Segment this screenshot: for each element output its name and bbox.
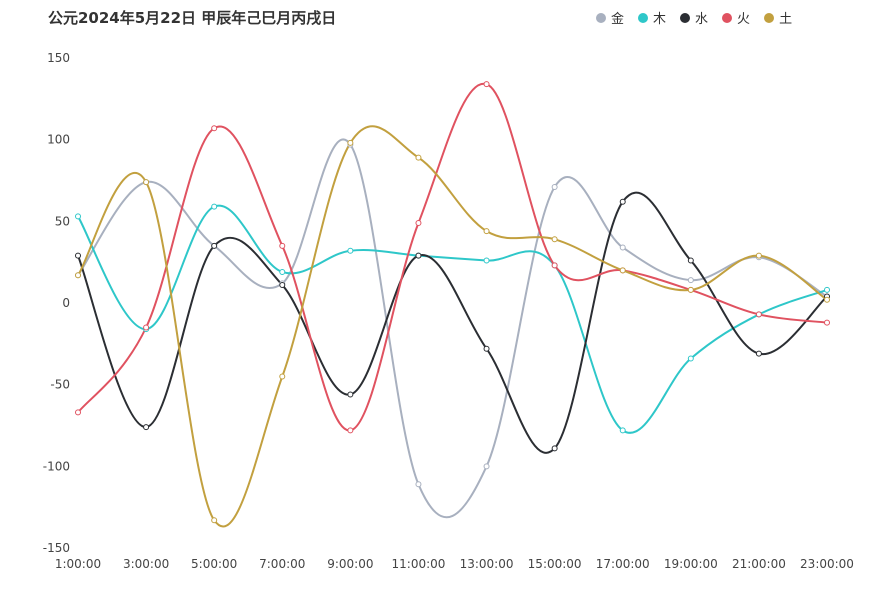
data-point[interactable] xyxy=(619,267,626,274)
data-point[interactable] xyxy=(755,311,762,318)
data-point[interactable] xyxy=(755,350,762,357)
legend-item-wood[interactable]: 木 xyxy=(638,8,666,27)
data-point[interactable] xyxy=(143,324,150,331)
legend-label: 木 xyxy=(653,12,667,27)
x-tick-label: 9:00:00 xyxy=(327,557,373,571)
data-point[interactable] xyxy=(279,242,286,249)
data-point[interactable] xyxy=(211,517,218,524)
y-tick-label: 50 xyxy=(55,214,70,228)
legend: 金 木 水 火 土 xyxy=(596,8,792,27)
chart-title: 公元2024年5月22日 甲辰年己巳月丙戌日 xyxy=(48,9,337,27)
legend-label: 火 xyxy=(737,12,751,27)
data-point[interactable] xyxy=(619,427,626,434)
y-tick-label: -100 xyxy=(43,459,70,473)
series-points xyxy=(75,81,830,524)
data-point[interactable] xyxy=(483,345,490,352)
legend-item-earth[interactable]: 土 xyxy=(764,8,792,27)
data-point[interactable] xyxy=(824,319,830,326)
data-point[interactable] xyxy=(75,272,81,279)
data-point[interactable] xyxy=(75,213,81,220)
data-point[interactable] xyxy=(75,252,81,259)
x-tick-label: 15:00:00 xyxy=(528,557,582,571)
x-tick-label: 5:00:00 xyxy=(191,557,237,571)
x-tick-label: 1:00:00 xyxy=(55,557,101,571)
data-point[interactable] xyxy=(483,228,490,235)
data-point[interactable] xyxy=(279,282,286,289)
data-point[interactable] xyxy=(415,154,422,161)
series-line[interactable] xyxy=(77,125,828,528)
data-point[interactable] xyxy=(619,244,626,251)
data-point[interactable] xyxy=(551,236,558,243)
y-tick-label: 100 xyxy=(47,133,70,147)
data-point[interactable] xyxy=(143,179,150,186)
data-point[interactable] xyxy=(619,198,626,205)
data-point[interactable] xyxy=(211,125,218,132)
legend-item-metal[interactable]: 金 xyxy=(596,8,624,27)
x-tick-label: 17:00:00 xyxy=(596,557,650,571)
data-point[interactable] xyxy=(687,286,694,293)
data-point[interactable] xyxy=(347,247,354,254)
x-tick-label: 13:00:00 xyxy=(460,557,514,571)
data-point[interactable] xyxy=(143,424,150,431)
legend-label: 土 xyxy=(779,12,793,27)
legend-label: 水 xyxy=(695,12,709,27)
series-lines xyxy=(77,82,828,528)
data-point[interactable] xyxy=(551,184,558,191)
y-tick-label: -50 xyxy=(50,378,70,392)
data-point[interactable] xyxy=(687,257,694,264)
data-point[interactable] xyxy=(211,203,218,210)
data-point[interactable] xyxy=(415,252,422,259)
legend-marker xyxy=(764,12,775,23)
x-tick-label: 7:00:00 xyxy=(259,557,305,571)
data-point[interactable] xyxy=(483,257,490,264)
data-point[interactable] xyxy=(347,427,354,434)
data-point[interactable] xyxy=(483,463,490,470)
x-tick-label: 23:00:00 xyxy=(800,557,854,571)
data-point[interactable] xyxy=(279,268,286,275)
x-tick-label: 21:00:00 xyxy=(732,557,786,571)
legend-marker xyxy=(722,12,733,23)
data-point[interactable] xyxy=(551,445,558,452)
data-point[interactable] xyxy=(75,409,81,416)
x-tick-label: 11:00:00 xyxy=(392,557,446,571)
x-tick-label: 19:00:00 xyxy=(664,557,718,571)
data-point[interactable] xyxy=(347,139,354,146)
y-tick-label: 0 xyxy=(62,296,70,310)
data-point[interactable] xyxy=(551,262,558,269)
data-point[interactable] xyxy=(755,252,762,259)
y-tick-label: -150 xyxy=(43,541,70,555)
x-tick-label: 3:00:00 xyxy=(123,557,169,571)
data-point[interactable] xyxy=(415,481,422,488)
legend-marker xyxy=(638,12,649,23)
data-point[interactable] xyxy=(415,219,422,226)
data-point[interactable] xyxy=(279,373,286,380)
x-axis: 1:00:00 3:00:00 5:00:00 7:00:00 9:00:00 11:00… xyxy=(55,557,854,571)
data-point[interactable] xyxy=(483,81,490,88)
legend-marker xyxy=(680,12,691,23)
y-axis: 150 100 50 0 -50 -100 -150 xyxy=(43,51,70,555)
data-point[interactable] xyxy=(347,391,354,398)
y-tick-label: 150 xyxy=(47,51,70,65)
legend-item-water[interactable]: 水 xyxy=(680,8,708,27)
data-point[interactable] xyxy=(211,242,218,249)
series-line[interactable] xyxy=(77,191,828,454)
data-point[interactable] xyxy=(687,277,694,284)
legend-item-fire[interactable]: 火 xyxy=(722,8,750,27)
data-point[interactable] xyxy=(824,296,830,303)
data-point[interactable] xyxy=(687,355,694,362)
legend-label: 金 xyxy=(611,12,625,27)
series-line[interactable] xyxy=(77,204,828,434)
data-point[interactable] xyxy=(824,286,830,293)
legend-marker xyxy=(596,12,606,23)
